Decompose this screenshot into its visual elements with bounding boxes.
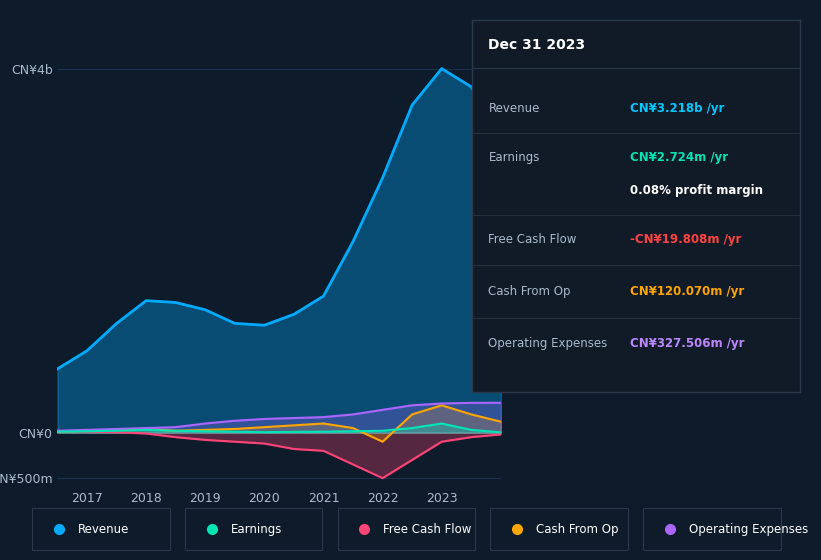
Text: Revenue: Revenue [488,102,540,115]
FancyBboxPatch shape [337,508,475,550]
Text: CN¥2.724m /yr: CN¥2.724m /yr [630,151,728,164]
Text: Earnings: Earnings [231,522,282,536]
Text: Revenue: Revenue [78,522,130,536]
Text: CN¥327.506m /yr: CN¥327.506m /yr [630,337,744,350]
FancyBboxPatch shape [185,508,323,550]
Text: Free Cash Flow: Free Cash Flow [383,522,472,536]
Text: CN¥120.070m /yr: CN¥120.070m /yr [630,285,744,298]
FancyBboxPatch shape [32,508,170,550]
Text: Earnings: Earnings [488,151,540,164]
FancyBboxPatch shape [490,508,628,550]
Text: Operating Expenses: Operating Expenses [689,522,808,536]
FancyBboxPatch shape [643,508,781,550]
Text: Free Cash Flow: Free Cash Flow [488,233,577,246]
Text: Cash From Op: Cash From Op [536,522,619,536]
Text: -CN¥19.808m /yr: -CN¥19.808m /yr [630,233,741,246]
Text: Dec 31 2023: Dec 31 2023 [488,38,585,52]
Text: Cash From Op: Cash From Op [488,285,571,298]
Text: 0.08% profit margin: 0.08% profit margin [630,184,763,198]
Text: CN¥3.218b /yr: CN¥3.218b /yr [630,102,724,115]
Text: Operating Expenses: Operating Expenses [488,337,608,350]
